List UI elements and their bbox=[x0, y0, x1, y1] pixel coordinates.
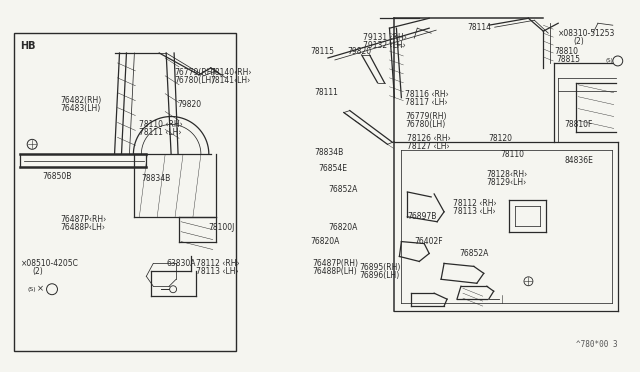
Text: 78120: 78120 bbox=[489, 134, 513, 143]
Text: 79131 ‹RH›: 79131 ‹RH› bbox=[363, 33, 406, 42]
Text: 78113 ‹LH›: 78113 ‹LH› bbox=[453, 207, 495, 216]
Text: 78128‹RH›: 78128‹RH› bbox=[487, 170, 528, 179]
Text: 76487P‹RH›: 76487P‹RH› bbox=[60, 215, 106, 224]
Text: 76896(LH): 76896(LH) bbox=[360, 271, 400, 280]
Text: (2): (2) bbox=[573, 36, 584, 46]
Text: 76779(RH): 76779(RH) bbox=[174, 68, 216, 77]
Text: 78110: 78110 bbox=[500, 150, 525, 159]
Text: 76895(RH): 76895(RH) bbox=[360, 263, 401, 272]
Circle shape bbox=[524, 277, 533, 286]
Text: 78815: 78815 bbox=[556, 55, 580, 64]
Text: ×08510-4205C: ×08510-4205C bbox=[21, 259, 79, 268]
Text: 78141‹LH›: 78141‹LH› bbox=[211, 76, 251, 85]
Text: 63830A: 63830A bbox=[166, 259, 196, 268]
Text: 76488P‹LH›: 76488P‹LH› bbox=[60, 223, 105, 232]
Text: (S): (S) bbox=[28, 287, 36, 292]
Text: 78100J: 78100J bbox=[208, 223, 234, 232]
Text: 76850B: 76850B bbox=[42, 171, 72, 180]
Circle shape bbox=[170, 286, 177, 293]
Text: ^780*00 3: ^780*00 3 bbox=[576, 340, 618, 349]
Text: 76779(RH): 76779(RH) bbox=[405, 112, 447, 121]
Text: 78111: 78111 bbox=[314, 88, 338, 97]
Text: 79132 ‹LH›: 79132 ‹LH› bbox=[363, 41, 405, 49]
Text: 78126 ‹RH›: 78126 ‹RH› bbox=[407, 134, 451, 143]
Text: (S): (S) bbox=[606, 58, 614, 64]
Text: 78113 ‹LH›: 78113 ‹LH› bbox=[196, 267, 239, 276]
Text: 76854E: 76854E bbox=[318, 164, 347, 173]
Text: 78810F: 78810F bbox=[564, 120, 593, 129]
Text: ×08310-51253: ×08310-51253 bbox=[558, 29, 616, 38]
Text: 78112 ‹RH›: 78112 ‹RH› bbox=[196, 259, 239, 268]
Text: 76487P(RH): 76487P(RH) bbox=[312, 259, 358, 268]
Text: 79820: 79820 bbox=[177, 100, 201, 109]
Text: 78111 ‹LH›: 78111 ‹LH› bbox=[140, 128, 182, 137]
Text: 78115: 78115 bbox=[310, 46, 334, 55]
Bar bbox=[14, 33, 236, 351]
Text: 76488P(LH): 76488P(LH) bbox=[312, 267, 357, 276]
Text: 78834B: 78834B bbox=[314, 148, 343, 157]
Text: 78834B: 78834B bbox=[141, 174, 171, 183]
Text: 76820A: 76820A bbox=[310, 237, 339, 246]
Text: 76852A: 76852A bbox=[328, 186, 357, 195]
Text: 78140‹RH›: 78140‹RH› bbox=[211, 68, 252, 77]
Text: 84836E: 84836E bbox=[564, 156, 593, 165]
Circle shape bbox=[612, 56, 623, 66]
Circle shape bbox=[47, 284, 58, 295]
Text: 78114: 78114 bbox=[467, 23, 491, 32]
Text: 79820: 79820 bbox=[348, 46, 372, 55]
Text: 76402F: 76402F bbox=[414, 237, 443, 246]
Text: 76482(RH): 76482(RH) bbox=[60, 96, 101, 105]
Text: 76483(LH): 76483(LH) bbox=[60, 104, 100, 113]
Text: 76852A: 76852A bbox=[459, 249, 488, 258]
Text: 76780(LH): 76780(LH) bbox=[174, 76, 214, 85]
Text: ×: × bbox=[36, 285, 44, 294]
Text: 76820A: 76820A bbox=[328, 223, 357, 232]
Text: 78117 ‹LH›: 78117 ‹LH› bbox=[405, 98, 448, 107]
Text: 76780(LH): 76780(LH) bbox=[405, 120, 445, 129]
Text: 78112 ‹RH›: 78112 ‹RH› bbox=[453, 199, 497, 208]
Text: (2): (2) bbox=[32, 267, 43, 276]
Text: 78810: 78810 bbox=[554, 46, 578, 55]
Text: 78129‹LH›: 78129‹LH› bbox=[487, 177, 527, 186]
Text: 78116 ‹RH›: 78116 ‹RH› bbox=[405, 90, 449, 99]
Text: 76897B: 76897B bbox=[407, 212, 436, 221]
Text: 78110 ‹RH›: 78110 ‹RH› bbox=[140, 120, 183, 129]
Text: HB: HB bbox=[20, 41, 36, 51]
Text: 78127 ‹LH›: 78127 ‹LH› bbox=[407, 142, 450, 151]
Circle shape bbox=[28, 140, 37, 149]
